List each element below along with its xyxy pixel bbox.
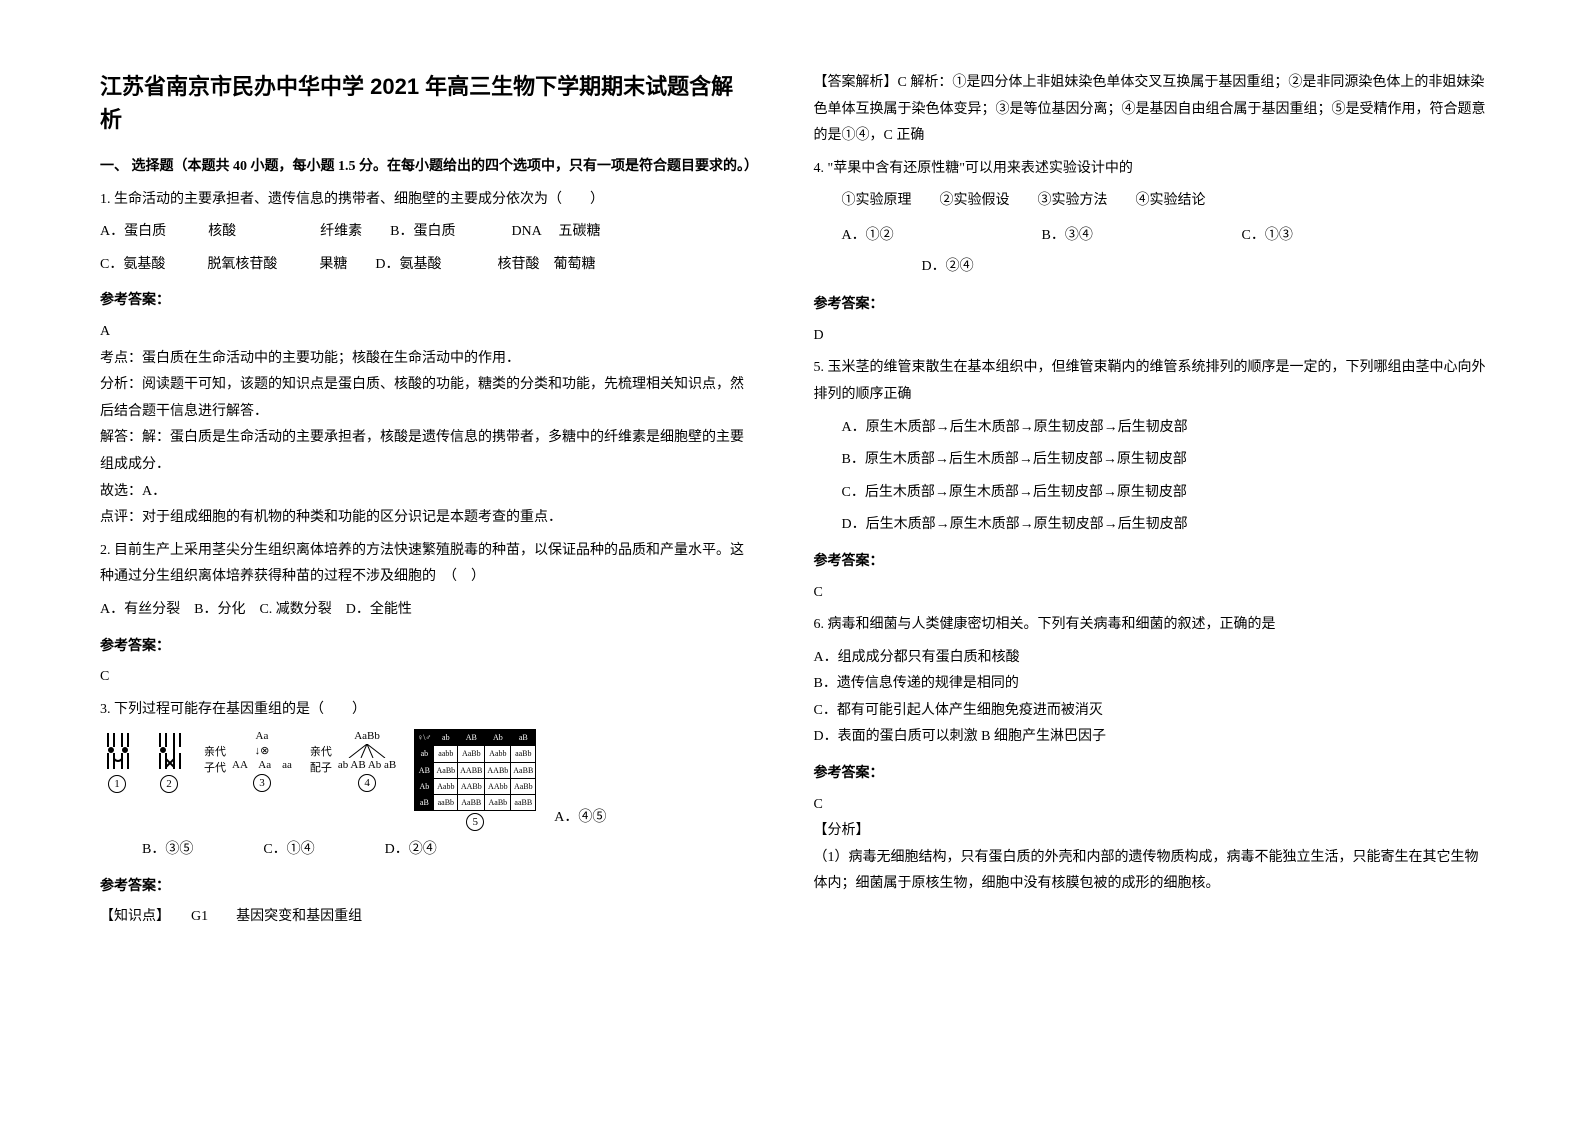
section-heading: 一、 选择题（本题共 40 小题，每小题 1.5 分。在每小题给出的四个选项中，… — [100, 154, 754, 181]
q4-stem: 4. "苹果中含有还原性糖"可以用来表述实验设计中的 — [814, 156, 1488, 183]
q3-optA-tail: A．④⑤ — [554, 805, 606, 832]
q3-kp: 【知识点】 G1 基因突变和基因重组 — [100, 904, 754, 931]
q5-optD: D．后生木质部→原生木质部→原生韧皮部→后生韧皮部 — [842, 512, 1488, 539]
q3-stem: 3. 下列过程可能存在基因重组的是（ ） — [100, 697, 754, 724]
d3-offspring: AA Aa aa — [232, 758, 292, 772]
q1-exp1: 考点：蛋白质在生命活动中的主要功能；核酸在生命活动中的作用． — [100, 346, 754, 373]
q3-ans-exp: 【答案解析】C 解析：①是四分体上非姐妹染色单体交叉互换属于基因重组；②是非同源… — [814, 70, 1488, 150]
q4-optB: B．③④ — [1042, 221, 1242, 252]
q5-optB: B．原生木质部→后生木质部→后生韧皮部→原生韧皮部 — [842, 447, 1488, 474]
q2-stem: 2. 目前生产上采用茎尖分生组织离体培养的方法快速繁殖脱毒的种苗，以保证品种的品… — [100, 538, 754, 591]
q2-ans: C — [100, 664, 754, 691]
q1-ans: A — [100, 319, 754, 346]
d3-Aa: Aa — [256, 729, 269, 743]
q4-ans: D — [814, 323, 1488, 350]
q6-ans-label: 参考答案： — [814, 761, 1488, 788]
q4-options: A．①② B．③④ C．①③ D．②④ — [842, 221, 1488, 282]
q1-ans-label: 参考答案： — [100, 288, 754, 315]
q1-exp3: 解答：解：蛋白质是生命活动的主要承担者，核酸是遗传信息的携带者，多糖中的纤维素是… — [100, 425, 754, 478]
q1-exp2: 分析：阅读题干可知，该题的知识点是蛋白质、核酸的功能，糖类的分类和功能，先梳理相… — [100, 372, 754, 425]
d4-parent-label: 亲代 — [310, 745, 332, 760]
q3-diagram-3: 亲代 子代 Aa ↓⊗ AA Aa aa 3 — [204, 729, 292, 792]
chromosome-swap-icon — [152, 729, 186, 773]
circled-5-icon: 5 — [466, 813, 484, 831]
q6-optC: C．都有可能引起人体产生细胞免疫进而被消灭 — [814, 698, 1488, 725]
down-arrow-icon: ↓⊗ — [255, 744, 270, 758]
q1-options-row2: C．氨基酸 脱氧核苷酸 果糖 D．氨基酸 核苷酸 葡萄糖 — [100, 252, 754, 279]
q5-optC: C．后生木质部→原生木质部→后生韧皮部→原生韧皮部 — [842, 480, 1488, 507]
q3-options: B．③⑤ C．①④ D．②④ — [100, 837, 754, 864]
q6-exp1: （1）病毒无细胞结构，只有蛋白质的外壳和内部的遗传物质构成，病毒不能独立生活，只… — [814, 845, 1488, 898]
branch-icon — [347, 744, 387, 758]
circled-2-icon: 2 — [160, 775, 178, 793]
punnett-table: ♀\♂abABAbaB abaabbAaBbAabbaaBb ABAaBbAAB… — [414, 729, 536, 811]
q4-ans-label: 参考答案： — [814, 292, 1488, 319]
q3-diagram-1: 1 — [100, 729, 134, 793]
q1-optC: C．氨基酸 脱氧核苷酸 果糖 — [100, 257, 347, 272]
q2-ans-label: 参考答案： — [100, 634, 754, 661]
q3-ans-label: 参考答案： — [100, 874, 754, 901]
q6-exp-h: 【分析】 — [814, 818, 1488, 845]
q3-diagram-4: 亲代 配子 AaBb ab AB Ab aB 4 — [310, 729, 396, 792]
q3-diagrams: 1 2 亲代 子代 Aa — [100, 729, 754, 831]
q4-optC: C．①③ — [1242, 221, 1442, 252]
circled-1-icon: 1 — [108, 775, 126, 793]
q1-exp5: 点评：对于组成细胞的有机物的种类和功能的区分识记是本题考查的重点． — [100, 505, 754, 532]
q4-optD: D．②④ — [922, 252, 1122, 283]
q2-options: A．有丝分裂 B．分化 C. 减数分裂 D．全能性 — [100, 597, 754, 624]
q6-optB: B．遗传信息传递的规律是相同的 — [814, 671, 1488, 698]
q1-optB: B．蛋白质 DNA 五碳糖 — [390, 224, 600, 239]
chromosome-cross-icon — [100, 729, 134, 773]
circled-4-icon: 4 — [358, 774, 376, 792]
q4-choices-nums: ①实验原理 ②实验假设 ③实验方法 ④实验结论 — [842, 188, 1488, 215]
circled-3-icon: 3 — [253, 774, 271, 792]
doc-title: 江苏省南京市民办中华中学 2021 年高三生物下学期期末试题含解析 — [100, 70, 754, 136]
right-column: 【答案解析】C 解析：①是四分体上非姐妹染色单体交叉互换属于基因重组；②是非同源… — [794, 0, 1587, 1122]
q5-ans: C — [814, 580, 1488, 607]
q6-optA: A．组成成分都只有蛋白质和核酸 — [814, 645, 1488, 672]
q1-optD: D．氨基酸 核苷酸 葡萄糖 — [375, 257, 595, 272]
left-column: 江苏省南京市民办中华中学 2021 年高三生物下学期期末试题含解析 一、 选择题… — [0, 0, 794, 1122]
d4-gametes: ab AB Ab aB — [338, 758, 396, 772]
q1-stem: 1. 生命活动的主要承担者、遗传信息的携带者、细胞壁的主要成分依次为（ ） — [100, 187, 754, 214]
q1-exp4: 故选：A． — [100, 479, 754, 506]
q3-diagram-5: ♀\♂abABAbaB abaabbAaBbAabbaaBb ABAaBbAAB… — [414, 729, 536, 831]
q1-optA: A．蛋白质 核酸 纤维素 — [100, 224, 362, 239]
d3-child-label: 子代 — [204, 761, 226, 776]
q5-ans-label: 参考答案： — [814, 549, 1488, 576]
q6-stem: 6. 病毒和细菌与人类健康密切相关。下列有关病毒和细菌的叙述，正确的是 — [814, 612, 1488, 639]
q3-diagram-2: 2 — [152, 729, 186, 793]
q5-stem: 5. 玉米茎的维管束散生在基本组织中，但维管束鞘内的维管系统排列的顺序是一定的，… — [814, 355, 1488, 408]
q6-optD: D．表面的蛋白质可以刺激 B 细胞产生淋巴因子 — [814, 724, 1488, 751]
d4-AaBb: AaBb — [354, 729, 380, 743]
d3-parent-label: 亲代 — [204, 745, 226, 760]
q1-options-row1: A．蛋白质 核酸 纤维素 B．蛋白质 DNA 五碳糖 — [100, 219, 754, 246]
q6-ans: C — [814, 792, 1488, 819]
q4-optA: A．①② — [842, 221, 1042, 252]
d4-gamete-label: 配子 — [310, 761, 332, 776]
q5-optA: A．原生木质部→后生木质部→原生韧皮部→后生韧皮部 — [842, 415, 1488, 442]
